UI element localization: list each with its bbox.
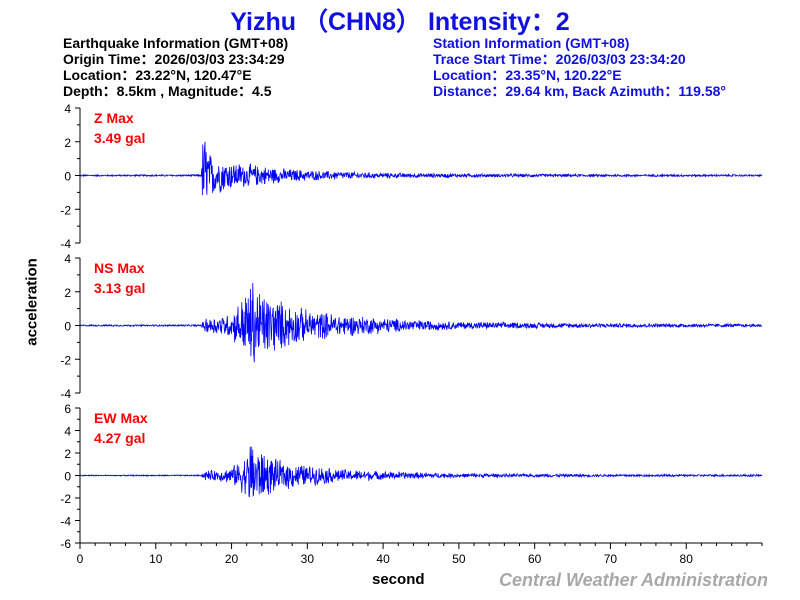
x-tick-label: 40 [376, 552, 390, 566]
y-tick-label: 4 [64, 102, 71, 116]
y-tick-label: -4 [60, 515, 71, 529]
station-location: Location：23.35°N, 120.22°E [433, 67, 622, 83]
trace-start-time: Trace Start Time：2026/03/03 23:34:20 [433, 51, 686, 67]
x-tick-label: 60 [528, 552, 542, 566]
y-tick-label: 4 [64, 252, 71, 266]
waveform-trace-ns [79, 282, 763, 363]
y-tick-label: 2 [64, 447, 71, 461]
peak-value-ns: 3.13 gal [94, 280, 145, 296]
x-tick-label: 10 [149, 552, 163, 566]
chart-title: Yizhu （CHN8） Intensity：2 [230, 8, 570, 36]
y-tick-label: -2 [60, 353, 71, 367]
waveform-trace-ew [79, 446, 763, 498]
x-tick-label: 20 [225, 552, 239, 566]
y-tick-label: 2 [64, 136, 71, 150]
y-tick-label: -2 [60, 492, 71, 506]
y-tick-label: 4 [64, 425, 71, 439]
y-tick-label: 0 [64, 470, 71, 484]
y-tick-label: 0 [64, 170, 71, 184]
epicenter-location: Location：23.22°N, 120.47°E [63, 67, 252, 83]
y-tick-label: 2 [64, 286, 71, 300]
y-tick-label: -6 [60, 537, 71, 551]
earthquake-info: Earthquake Information (GMT+08) Origin T… [63, 35, 288, 99]
peak-value-ew: 4.27 gal [94, 430, 145, 446]
station-info: Station Information (GMT+08) Trace Start… [433, 35, 726, 99]
peak-value-z: 3.49 gal [94, 130, 145, 146]
y-tick-label: -2 [60, 203, 71, 217]
origin-time: Origin Time：2026/03/03 23:34:29 [63, 51, 285, 67]
y-tick-label: 0 [64, 320, 71, 334]
peak-label-ew: EW Max [94, 410, 148, 426]
x-tick-label: 80 [680, 552, 694, 566]
y-tick-label: 6 [64, 402, 71, 416]
waveform-trace-z [79, 141, 763, 196]
credit-text: Central Weather Administration [498, 570, 768, 590]
peak-label-z: Z Max [94, 110, 134, 126]
x-axis-label: second [372, 571, 425, 588]
x-tick-label: 50 [452, 552, 466, 566]
peak-label-ns: NS Max [94, 260, 145, 276]
x-tick-label: 30 [301, 552, 315, 566]
distance-azimuth: Distance：29.64 km, Back Azimuth：119.58° [433, 83, 726, 99]
station-info-heading: Station Information (GMT+08) [433, 35, 630, 51]
x-tick-label: 70 [604, 552, 618, 566]
x-tick-label: 0 [77, 552, 84, 566]
depth-magnitude: Depth：8.5km , Magnitude：4.5 [63, 83, 272, 99]
y-axis-label: acceleration [23, 258, 41, 346]
earthquake-info-heading: Earthquake Information (GMT+08) [63, 35, 289, 51]
y-tick-label: -4 [60, 237, 71, 251]
y-tick-label: -4 [60, 387, 71, 401]
